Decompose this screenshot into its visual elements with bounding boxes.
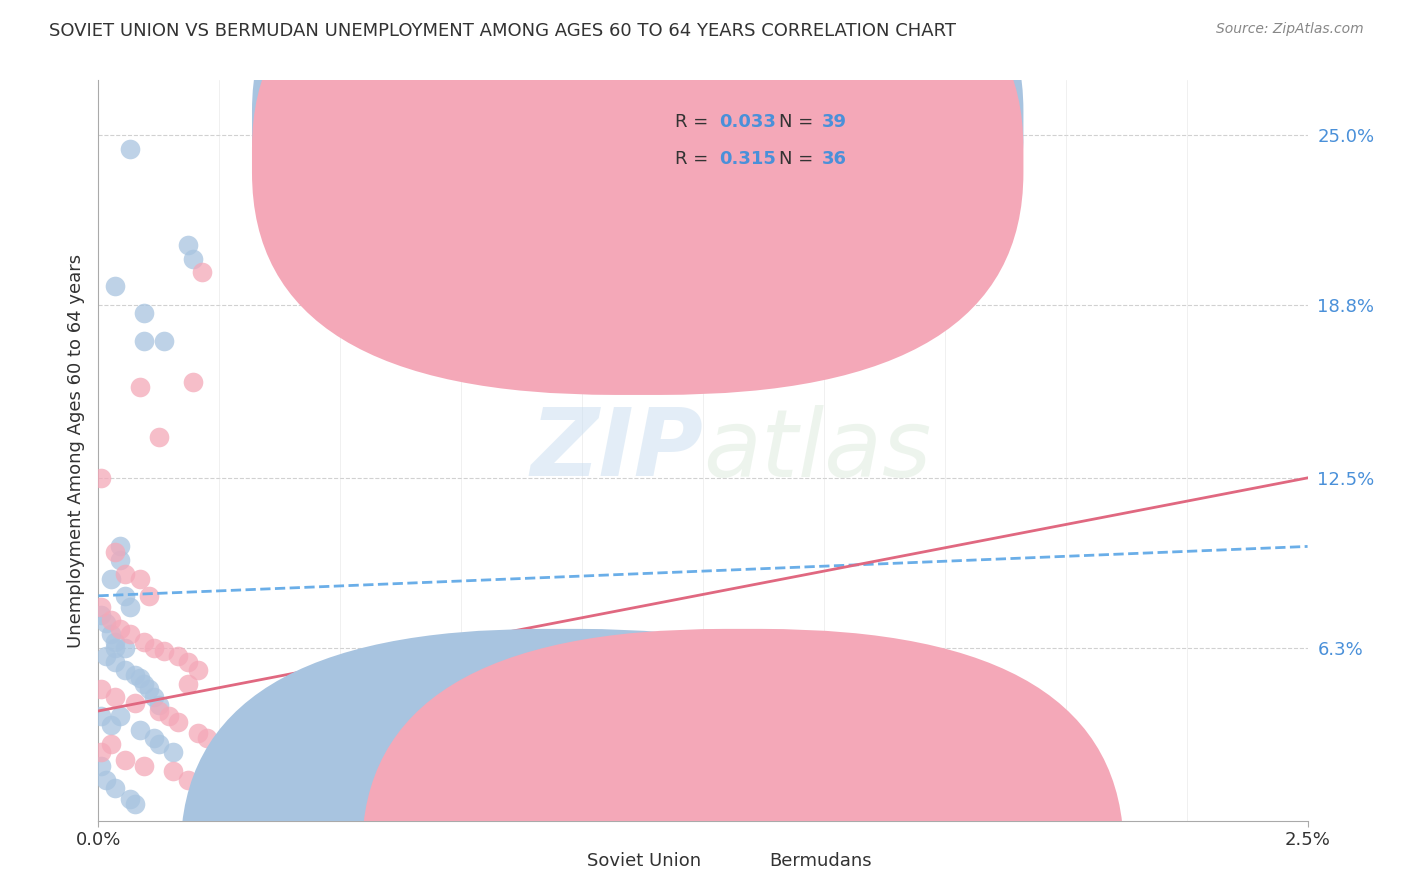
Point	[134, 676, 156, 690]
Point	[118, 142, 141, 156]
Point	[90, 681, 112, 696]
Point	[181, 375, 204, 389]
Point	[128, 572, 150, 586]
Point	[104, 690, 127, 705]
Point	[114, 663, 136, 677]
Point	[114, 753, 136, 767]
Point	[162, 764, 184, 779]
Point	[177, 676, 200, 690]
FancyBboxPatch shape	[361, 629, 1123, 892]
Point	[94, 772, 117, 787]
Point	[195, 731, 218, 746]
Point	[100, 737, 122, 751]
Point	[104, 545, 127, 559]
Text: N =: N =	[779, 151, 820, 169]
Point	[148, 704, 170, 718]
Point	[201, 772, 224, 787]
Point	[143, 731, 166, 746]
Point	[108, 553, 131, 567]
Point	[114, 566, 136, 581]
Point	[94, 649, 117, 664]
Point	[162, 745, 184, 759]
Point	[124, 668, 146, 682]
Point	[177, 772, 200, 787]
Point	[94, 616, 117, 631]
Text: 39: 39	[821, 113, 846, 131]
Point	[167, 649, 190, 664]
Text: 0.033: 0.033	[718, 113, 776, 131]
Text: R =: R =	[675, 113, 714, 131]
Text: Bermudans: Bermudans	[769, 853, 872, 871]
Point	[118, 627, 141, 641]
Point	[104, 655, 127, 669]
Point	[128, 380, 150, 394]
Point	[148, 737, 170, 751]
FancyBboxPatch shape	[600, 99, 884, 184]
Point	[167, 714, 190, 729]
Point	[128, 723, 150, 738]
Text: Soviet Union: Soviet Union	[586, 853, 702, 871]
Point	[191, 265, 214, 279]
Point	[108, 540, 131, 554]
Text: 36: 36	[821, 151, 846, 169]
Point	[138, 589, 160, 603]
Point	[90, 709, 112, 723]
Text: SOVIET UNION VS BERMUDAN UNEMPLOYMENT AMONG AGES 60 TO 64 YEARS CORRELATION CHAR: SOVIET UNION VS BERMUDAN UNEMPLOYMENT AM…	[49, 22, 956, 40]
Point	[668, 717, 690, 731]
Point	[128, 671, 150, 685]
Point	[90, 599, 112, 614]
Point	[108, 622, 131, 636]
Point	[187, 663, 209, 677]
Point	[157, 709, 180, 723]
Point	[90, 607, 112, 622]
FancyBboxPatch shape	[252, 0, 1024, 358]
Point	[118, 599, 141, 614]
Point	[134, 759, 156, 773]
FancyBboxPatch shape	[180, 629, 942, 892]
Point	[138, 681, 160, 696]
Point	[104, 279, 127, 293]
Point	[90, 745, 112, 759]
Point	[124, 797, 146, 812]
Point	[152, 643, 174, 657]
Point	[104, 635, 127, 649]
Point	[114, 640, 136, 655]
Point	[152, 334, 174, 348]
Point	[104, 640, 127, 655]
Point	[177, 237, 200, 252]
Point	[100, 572, 122, 586]
Point	[100, 614, 122, 628]
Text: Source: ZipAtlas.com: Source: ZipAtlas.com	[1216, 22, 1364, 37]
Point	[143, 690, 166, 705]
Point	[108, 709, 131, 723]
Point	[134, 306, 156, 320]
Point	[104, 780, 127, 795]
Text: N =: N =	[779, 113, 820, 131]
Point	[134, 334, 156, 348]
Point	[181, 252, 204, 266]
Text: 0.315: 0.315	[718, 151, 776, 169]
Point	[124, 696, 146, 710]
Point	[114, 589, 136, 603]
Point	[118, 791, 141, 805]
Text: R =: R =	[675, 151, 714, 169]
Point	[187, 726, 209, 740]
Text: ZIP: ZIP	[530, 404, 703, 497]
Point	[90, 471, 112, 485]
FancyBboxPatch shape	[252, 0, 1024, 395]
Point	[90, 759, 112, 773]
Text: atlas: atlas	[703, 405, 931, 496]
Point	[100, 627, 122, 641]
Point	[148, 698, 170, 713]
Y-axis label: Unemployment Among Ages 60 to 64 years: Unemployment Among Ages 60 to 64 years	[66, 253, 84, 648]
Point	[177, 655, 200, 669]
Point	[100, 717, 122, 731]
Point	[143, 640, 166, 655]
Point	[134, 635, 156, 649]
Point	[148, 430, 170, 444]
